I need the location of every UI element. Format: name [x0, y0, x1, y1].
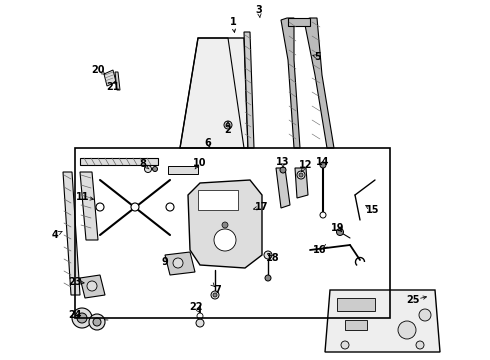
Circle shape	[264, 251, 272, 259]
Text: 1: 1	[230, 17, 236, 27]
Polygon shape	[244, 32, 254, 148]
Text: 19: 19	[331, 223, 345, 233]
Circle shape	[196, 319, 204, 327]
Polygon shape	[80, 158, 158, 165]
Polygon shape	[276, 168, 290, 208]
Circle shape	[96, 203, 104, 211]
Polygon shape	[63, 172, 80, 295]
Polygon shape	[104, 70, 116, 86]
Circle shape	[398, 321, 416, 339]
Circle shape	[72, 308, 92, 328]
Circle shape	[87, 281, 97, 291]
Circle shape	[77, 313, 87, 323]
Polygon shape	[115, 72, 120, 90]
Text: 25: 25	[406, 295, 420, 305]
Circle shape	[214, 229, 236, 251]
Text: 3: 3	[256, 5, 262, 15]
Polygon shape	[304, 18, 334, 148]
Circle shape	[173, 258, 183, 268]
Circle shape	[226, 123, 230, 127]
Circle shape	[93, 318, 101, 326]
Polygon shape	[180, 38, 248, 148]
Text: 9: 9	[162, 257, 169, 267]
Circle shape	[131, 203, 139, 211]
Text: 4: 4	[51, 230, 58, 240]
Circle shape	[337, 229, 343, 235]
Text: 15: 15	[366, 205, 380, 215]
Circle shape	[299, 173, 303, 177]
Text: 16: 16	[313, 245, 327, 255]
Circle shape	[222, 222, 228, 228]
Text: 24: 24	[68, 310, 82, 320]
Text: 12: 12	[299, 160, 313, 170]
Polygon shape	[188, 180, 262, 268]
Circle shape	[166, 203, 174, 211]
Text: 7: 7	[215, 285, 221, 295]
Text: 21: 21	[106, 82, 120, 92]
Bar	[288, 18, 310, 26]
Circle shape	[197, 313, 203, 319]
Polygon shape	[325, 290, 440, 352]
Bar	[198, 190, 238, 210]
Circle shape	[320, 212, 326, 218]
Polygon shape	[281, 18, 300, 148]
Text: 18: 18	[266, 253, 280, 263]
Circle shape	[341, 341, 349, 349]
Circle shape	[152, 166, 157, 171]
Text: 11: 11	[76, 192, 90, 202]
Text: 14: 14	[316, 157, 330, 167]
Circle shape	[297, 171, 305, 179]
Circle shape	[224, 121, 232, 129]
Circle shape	[320, 162, 326, 168]
Text: 23: 23	[68, 277, 82, 287]
Circle shape	[416, 341, 424, 349]
Circle shape	[89, 314, 105, 330]
Text: 17: 17	[255, 202, 269, 212]
Text: 20: 20	[91, 65, 105, 75]
Polygon shape	[80, 172, 98, 240]
Polygon shape	[80, 275, 105, 298]
Bar	[337, 298, 375, 311]
Circle shape	[265, 275, 271, 281]
Bar	[75, 148, 390, 318]
Bar	[168, 166, 198, 174]
Text: 10: 10	[193, 158, 207, 168]
Circle shape	[145, 166, 151, 172]
Text: 13: 13	[276, 157, 290, 167]
Text: 22: 22	[189, 302, 203, 312]
Polygon shape	[295, 168, 308, 198]
Text: 2: 2	[224, 125, 231, 135]
Circle shape	[280, 167, 286, 173]
Text: 5: 5	[315, 52, 321, 62]
Circle shape	[213, 293, 217, 297]
Text: 6: 6	[205, 138, 211, 148]
Text: 8: 8	[140, 159, 147, 169]
Circle shape	[419, 309, 431, 321]
Polygon shape	[165, 252, 195, 275]
Circle shape	[211, 291, 219, 299]
Bar	[345, 320, 367, 330]
